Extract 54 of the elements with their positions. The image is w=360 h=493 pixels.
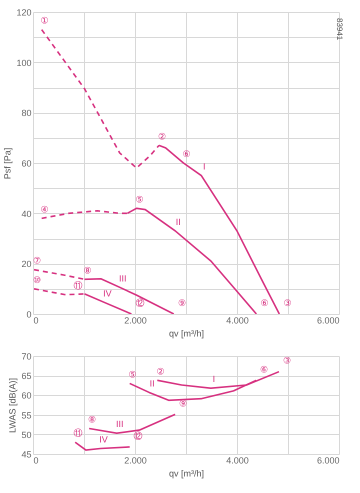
annotation: ⑤ [136,194,144,204]
annotation: III [118,273,126,284]
annotation: III [116,419,124,430]
y-tick-label: 120 [16,8,32,18]
annotation: ⑩ [33,274,42,285]
x-tick-label: 6.000 [316,456,340,466]
annotation: ② [156,366,164,376]
y-tick-label: 60 [21,158,32,168]
annotation: I [203,162,206,172]
annotation: ⑧ [84,265,92,276]
annotation: ⑨ [179,398,188,408]
y-tick-label: 100 [16,58,32,68]
annotation: ④ [40,204,49,214]
annotation: ⑫ [134,430,143,441]
annotation: ① [40,16,49,26]
y-tick-label: 80 [21,108,32,118]
x-tick-label: 2.000 [124,316,147,326]
annotation: I [212,374,216,384]
y-axis-title: LWAS [dB(A)] [7,378,18,434]
x-tick-label: 4.000 [226,456,249,466]
annotation: 83941 [335,18,344,41]
annotation: ⑥ [260,364,268,374]
annotation: ③ [282,356,291,366]
annotation: ⑥ [260,298,268,308]
annotation: ③ [283,298,292,308]
y-tick-label: 45 [21,450,32,460]
y-tick-label: 40 [21,208,32,219]
annotation: ⑤ [128,369,137,380]
x-axis-title: qv [m³/h] [168,328,204,338]
y-tick-label: 55 [21,410,32,420]
y-axis-title: Psf [Pa] [2,148,12,180]
annotation: ⑨ [178,298,186,308]
x-tick-label: 0 [34,316,39,326]
y-tick-label: 70 [21,352,32,362]
annotation: ⑧ [88,414,96,425]
x-tick-label: 4.000 [226,316,249,326]
x-tick-label: 0 [34,456,39,466]
annotation: ⑥ [182,149,190,159]
x-tick-label: 6.000 [316,316,340,326]
annotation: ② [158,131,166,142]
annotation: ⑪ [74,428,83,438]
annotation: IV [99,434,108,445]
annotation: II [150,378,155,388]
annotation: II [176,216,181,227]
annotation: ⑪ [73,280,82,290]
y-tick-label: 65 [21,371,32,382]
annotation: IV [103,288,112,298]
annotation: ⑦ [33,256,42,266]
x-tick-label: 2.000 [124,456,147,466]
x-axis-title: qv [m³/h] [168,468,204,478]
y-tick-label: 50 [21,430,32,440]
y-tick-label: 60 [21,390,32,401]
annotation: ⑫ [135,298,144,308]
y-tick-label: 20 [21,259,32,270]
